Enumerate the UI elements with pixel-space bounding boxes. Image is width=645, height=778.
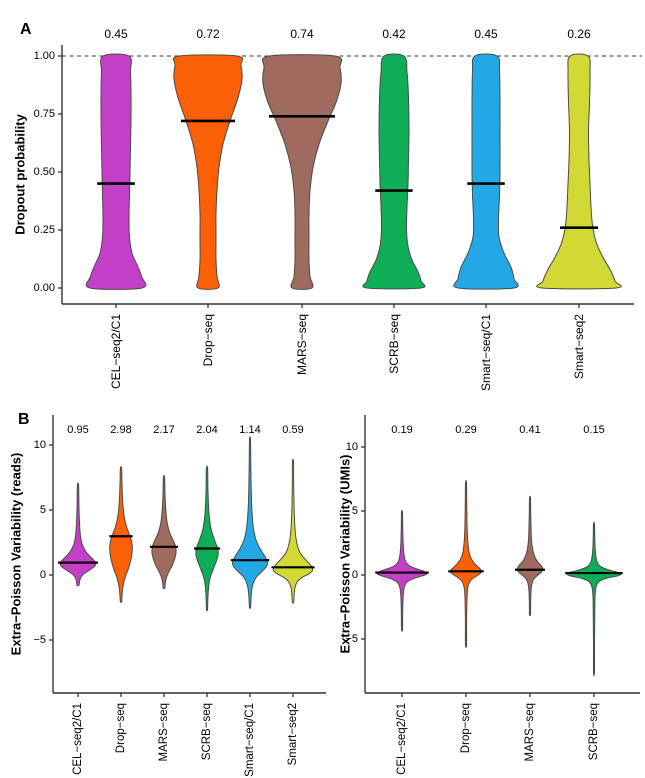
- x-category-label: CEL−seq2/C1: [109, 314, 123, 389]
- violin-MARS−seq: [261, 54, 343, 290]
- x-category-label: Drop−seq: [201, 314, 215, 366]
- violin-Smart−seq/C1: [231, 436, 269, 609]
- median-annotation: 0.74: [290, 27, 314, 41]
- violin-Drop−seq: [449, 480, 483, 648]
- y-tick-label: 0.00: [34, 282, 55, 294]
- panel-b-label: B: [18, 411, 30, 428]
- violin-Smart−seq2: [272, 458, 314, 604]
- violin-MARS−seq: [516, 495, 544, 617]
- y-tick-label: −5: [33, 634, 46, 646]
- violin-Smart−seq/C1: [453, 53, 519, 290]
- violin-CEL−seq2/C1: [85, 53, 147, 290]
- x-category-label: SCRB−seq: [387, 314, 401, 374]
- x-category-label: SCRB−seq: [588, 703, 600, 760]
- median-annotation: 0.72: [196, 27, 220, 41]
- x-category-label: CEL−seq2/C1: [72, 703, 84, 775]
- violin-Drop−seq: [109, 465, 133, 603]
- y-tick-label: 0.50: [34, 166, 55, 178]
- x-category-label: Drop−seq: [460, 703, 472, 753]
- x-category-label: MARS−seq: [295, 314, 309, 375]
- panel-a-label: A: [20, 21, 32, 38]
- x-category-label: Smart−seq2: [572, 314, 586, 379]
- panel-dropout: 1.00 0.75 0.50 0.25 0.00 0.45 CEL−seq2/C1 0.72 D…: [13, 27, 642, 391]
- median-annotation: 1.14: [239, 424, 260, 436]
- y-tick-label: 0.75: [34, 108, 55, 120]
- y-tick-label: 10: [34, 439, 46, 451]
- violin-Smart−seq2: [536, 53, 622, 290]
- panel-epv_umis: 10 5 0 −5 0.19 CEL−seq2/C1 0.29 Drop−seq 0.41 MAR…: [338, 415, 640, 775]
- x-category-label: Smart−seq/C1: [244, 703, 256, 777]
- x-category-label: Drop−seq: [115, 703, 127, 753]
- y-tick-label: 0: [40, 569, 46, 581]
- y-axis-title: Dropout probability: [13, 113, 28, 234]
- median-annotation: 0.95: [67, 424, 88, 436]
- median-annotation: 0.42: [382, 27, 406, 41]
- y-axis-title: Extra−Poisson Variability (UMIs): [338, 454, 353, 653]
- y-tick-label: 0: [352, 569, 358, 581]
- violin-MARS−seq: [151, 474, 177, 590]
- x-category-label: MARS−seq: [524, 703, 536, 761]
- median-annotation: 0.41: [519, 424, 540, 436]
- violin-CEL−seq2/C1: [59, 482, 97, 587]
- y-axis-title: Extra−Poisson Variability (reads): [9, 453, 24, 656]
- x-category-label: SCRB−seq: [201, 703, 213, 760]
- median-annotation: 0.29: [455, 424, 476, 436]
- violin-SCRB−seq: [566, 522, 622, 677]
- median-annotation: 0.19: [391, 424, 412, 436]
- median-annotation: 0.45: [474, 27, 498, 41]
- violin-SCRB−seq: [195, 465, 219, 612]
- median-annotation: 2.04: [196, 424, 217, 436]
- median-annotation: 0.26: [567, 27, 591, 41]
- median-annotation: 2.98: [110, 424, 131, 436]
- x-category-label: MARS−seq: [158, 703, 170, 761]
- x-category-label: CEL−seq2/C1: [396, 703, 408, 775]
- median-annotation: 2.17: [153, 424, 174, 436]
- median-annotation: 0.45: [104, 27, 128, 41]
- y-tick-label: 0.25: [34, 224, 55, 236]
- x-category-label: Smart−seq/C1: [479, 314, 493, 391]
- x-category-label: Smart−seq2: [287, 703, 299, 765]
- y-tick-label: 5: [352, 505, 358, 517]
- violin-CEL−seq2/C1: [376, 510, 428, 632]
- violin-SCRB−seq: [362, 53, 426, 290]
- y-tick-label: −5: [345, 633, 358, 645]
- median-annotation: 0.59: [282, 424, 303, 436]
- y-tick-label: 10: [346, 441, 358, 453]
- panel-epv_reads: 10 5 0 −5 0.95 CEL−seq2/C1 2.98 Drop−seq 2.17 MAR…: [9, 415, 326, 777]
- y-tick-label: 5: [40, 504, 46, 516]
- y-tick-label: 1.00: [34, 50, 55, 62]
- median-annotation: 0.15: [583, 424, 604, 436]
- violin-Drop−seq: [172, 54, 244, 290]
